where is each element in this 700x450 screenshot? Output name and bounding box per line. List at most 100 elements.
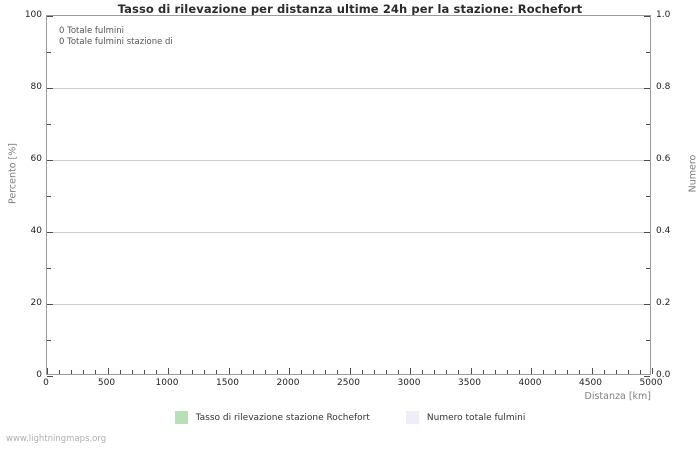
x-tick-minor (639, 370, 641, 374)
x-axis-ticks: 0 500 1000 1500 2000 2500 3000 3500 4000 4500 5000 (43, 378, 662, 392)
y-axis-title: Percento [%] (7, 142, 19, 205)
x-tick-label: 2500 (337, 378, 360, 388)
x-tick-minor (506, 370, 508, 374)
chart-title: Tasso di rilevazione per distanza ultime… (117, 2, 583, 16)
y2-tick-label: 0.6 (656, 154, 671, 164)
x-tick-minor (422, 370, 424, 374)
x-tick-label: 500 (97, 378, 116, 388)
x-tick-minor (204, 370, 206, 374)
watermark: www.lightningmaps.org (6, 434, 107, 444)
x-tick-label: 0 (43, 378, 49, 388)
gridline (47, 304, 650, 305)
y-tick-minor (47, 124, 51, 125)
x-tick-label: 1000 (155, 378, 179, 388)
legend-label: Numero totale fulmini (426, 412, 526, 423)
y-axis-right-ticks: 0.0 0.2 0.4 0.6 0.8 1.0 (656, 10, 696, 380)
x-tick-mark (470, 368, 472, 374)
y2-tick-mark (644, 376, 650, 377)
x-axis-title: Distanza [km] (584, 391, 651, 402)
y2-tick-label: 0.2 (656, 298, 671, 308)
y2-tick-label: 0.8 (656, 82, 671, 92)
x-tick-minor (361, 370, 363, 374)
y-tick-label: 60 (30, 154, 42, 164)
x-tick-minor (131, 370, 133, 374)
plot-annotation: 0 Totale fulmini 0 Totale fulmini stazio… (59, 26, 173, 48)
y2-tick-label: 1.0 (656, 10, 671, 20)
x-tick-minor (59, 370, 61, 374)
y2-tick-label: 0.4 (656, 226, 671, 236)
legend-entry[interactable]: Tasso di rilevazione stazione Rochefort (174, 411, 370, 424)
x-tick-mark (531, 368, 532, 374)
y2-tick-mark (644, 160, 650, 161)
plot-area: 0 Totale fulmini 0 Totale fulmini stazio… (46, 15, 653, 377)
x-tick-label: 3000 (397, 378, 421, 388)
x-tick-minor (446, 370, 448, 374)
y-tick-label: 0 (36, 370, 42, 380)
y2-tick-minor (646, 340, 650, 341)
x-tick-minor (434, 370, 436, 374)
gridline (47, 160, 650, 161)
x-tick-minor (180, 370, 182, 374)
x-tick-minor (603, 370, 605, 374)
y2-tick-minor (646, 124, 650, 125)
x-tick-minor (276, 370, 278, 374)
x-tick-minor (579, 370, 581, 374)
gridline (47, 88, 650, 89)
x-tick-mark (289, 368, 290, 374)
gridline (47, 232, 650, 233)
x-tick-minor (555, 370, 557, 374)
x-tick-minor (192, 370, 194, 374)
y2-tick-minor (646, 196, 650, 197)
x-tick-minor (494, 370, 496, 374)
x-tick-label: 3500 (458, 378, 481, 388)
y-tick-mark (47, 88, 53, 89)
legend-color-swatch (405, 411, 419, 424)
x-tick-minor (373, 370, 375, 374)
y-axis-left-ticks: 0 20 40 60 80 100 (0, 10, 42, 380)
y2-tick-mark (644, 232, 650, 233)
x-tick-minor (240, 370, 242, 374)
y2-tick-label: 0.0 (656, 370, 671, 380)
y-tick-mark (47, 160, 53, 161)
x-tick-minor (482, 370, 484, 374)
x-tick-minor (325, 370, 327, 374)
y-tick-mark (47, 16, 53, 17)
x-tick-minor (155, 370, 157, 374)
y2-axis-title: Numero (687, 154, 699, 193)
x-tick-minor (119, 370, 121, 374)
x-tick-minor (397, 370, 399, 374)
y-tick-mark (47, 376, 53, 377)
y-tick-minor (47, 52, 51, 53)
y-tick-label: 40 (30, 226, 42, 236)
x-tick-minor (627, 370, 629, 374)
y2-tick-mark (644, 304, 650, 305)
x-tick-minor (71, 370, 73, 374)
x-tick-minor (216, 370, 218, 374)
y2-tick-minor (646, 52, 650, 53)
x-tick-label: 5000 (639, 378, 663, 388)
x-tick-minor (615, 370, 617, 374)
x-tick-mark (107, 368, 109, 374)
x-tick-label: 2000 (276, 378, 300, 388)
legend-entry[interactable]: Numero totale fulmini (405, 411, 526, 424)
x-tick-mark (410, 368, 411, 374)
x-tick-minor (458, 370, 460, 374)
x-tick-mark (349, 368, 351, 374)
y-tick-minor (47, 268, 51, 269)
annotation-line-1: 0 Totale fulmini (59, 26, 125, 36)
x-tick-mark (47, 368, 48, 374)
x-tick-minor (95, 370, 97, 374)
chart-legend: Tasso di rilevazione stazione Rochefort N… (0, 411, 700, 424)
y-tick-label: 20 (30, 298, 42, 308)
x-tick-label: 4000 (518, 378, 542, 388)
y2-tick-minor (646, 268, 650, 269)
x-tick-label: 4500 (579, 378, 602, 388)
y-tick-label: 80 (30, 82, 42, 92)
x-tick-minor (252, 370, 254, 374)
y-tick-label: 100 (24, 10, 42, 20)
x-tick-minor (543, 370, 545, 374)
x-tick-minor (83, 370, 85, 374)
y-tick-minor (47, 340, 51, 341)
x-tick-minor (264, 370, 266, 374)
x-tick-mark (652, 368, 653, 374)
